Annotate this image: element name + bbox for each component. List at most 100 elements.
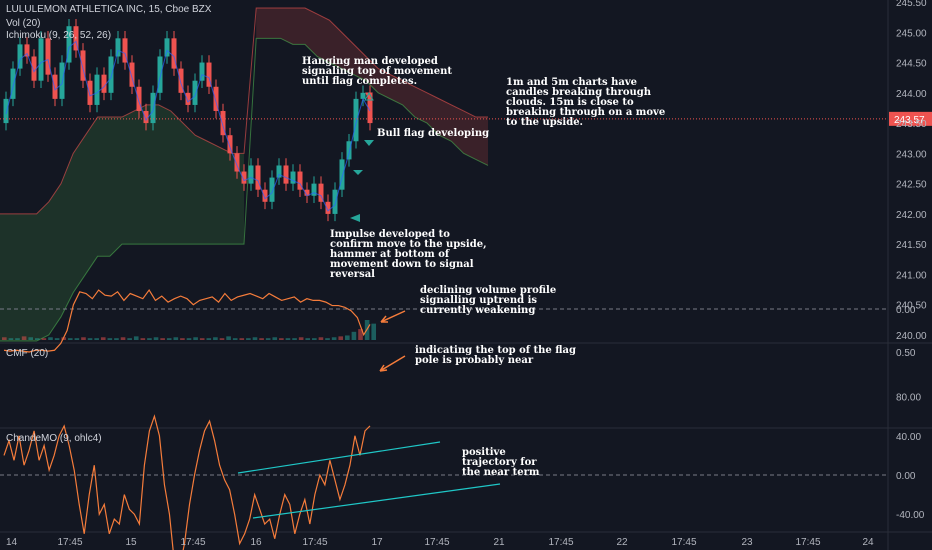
volume-bar <box>28 337 34 340</box>
volume-bar <box>232 338 238 340</box>
candle-body <box>59 62 65 99</box>
candle-body <box>297 171 303 190</box>
candle-body <box>24 44 30 57</box>
volume-bar <box>8 338 14 340</box>
cmo-series-line <box>3 414 371 550</box>
candle-body <box>304 189 310 196</box>
volume-bar <box>213 337 218 340</box>
cmf-tick-label: 0.00 <box>896 305 916 316</box>
cmf-tick-label: 0.50 <box>896 348 916 359</box>
candle-body <box>52 74 58 99</box>
hammer-marker <box>350 214 360 222</box>
volume-bar <box>34 338 40 340</box>
volume-bar <box>239 338 245 340</box>
price-tick-label: 244.00 <box>896 89 927 100</box>
volume-bar <box>193 337 198 340</box>
cmf-legend: CMF (20) <box>6 348 49 359</box>
candle-body <box>206 62 212 87</box>
cmo-tick-label: 80.00 <box>896 393 921 404</box>
volume-bar <box>219 338 225 340</box>
price-tick-label: 241.00 <box>896 270 927 281</box>
candle-body <box>318 183 324 202</box>
candle-body <box>143 110 149 124</box>
candle-body <box>94 74 100 105</box>
candle-body <box>80 50 86 81</box>
volume-bar <box>358 329 363 340</box>
candle-body <box>311 183 317 196</box>
impulse-marker <box>353 170 363 175</box>
volume-bar <box>279 338 284 340</box>
candle-body <box>276 165 282 178</box>
chande-legend: ChandeMO (9, ohlc4) <box>6 433 102 444</box>
volume-bar <box>140 338 146 340</box>
time-tick-label: 21 <box>493 537 505 548</box>
candle-body <box>101 74 107 93</box>
volume-bar <box>252 337 258 340</box>
price-tick-label: 245.50 <box>896 0 927 9</box>
candle-body <box>87 80 93 105</box>
ichimoku-span-b <box>0 7 488 215</box>
candle-body <box>269 177 275 202</box>
price-tick-label: 244.50 <box>896 59 927 70</box>
candle-body <box>122 38 128 63</box>
volume-bar <box>180 338 185 340</box>
time-tick-label: 17:45 <box>302 537 327 548</box>
candle-body <box>108 56 114 93</box>
cmo-note: positive trajectory for the near term <box>462 447 540 478</box>
candle-body <box>262 189 268 202</box>
volume-bar <box>173 337 179 340</box>
price-tick-label: 241.50 <box>896 240 927 251</box>
volume-bar <box>292 338 297 340</box>
volume-bar <box>259 338 264 340</box>
volume-bar <box>2 337 7 340</box>
ichimoku-span-a <box>0 37 489 342</box>
volume-bar <box>331 337 337 340</box>
volume-bar <box>87 338 93 340</box>
time-tick-label: 17:45 <box>671 537 696 548</box>
candle-body <box>185 92 191 105</box>
price-tick-label: 242.50 <box>896 180 927 191</box>
cmf-note-arrow <box>379 355 406 372</box>
price-tick-label: 240.00 <box>896 331 927 342</box>
volume-bar <box>305 338 311 340</box>
volume-bar <box>81 337 86 340</box>
candle-body <box>192 80 198 105</box>
candle-body <box>66 26 72 63</box>
volume-bar <box>226 336 231 340</box>
bull-flag-marker <box>364 140 374 146</box>
candle-body <box>234 153 240 172</box>
candle-body <box>164 38 170 57</box>
ichimoku-legend: Ichimoku (9, 26, 52, 26) <box>6 30 112 41</box>
volume-bar <box>265 338 271 340</box>
volume-bar <box>351 331 357 340</box>
time-tick-label: 16 <box>250 537 262 548</box>
candle-body <box>332 189 338 214</box>
volume-bar <box>41 338 47 340</box>
candle-body <box>115 38 121 57</box>
candle-body <box>129 62 135 87</box>
volume-bar <box>186 338 192 340</box>
volume-bar <box>325 338 330 340</box>
candle-body <box>199 62 205 81</box>
price-tick-label: 243.00 <box>896 149 927 160</box>
candle-body <box>360 92 366 99</box>
volume-bar <box>312 338 317 340</box>
volume-bar <box>160 338 165 340</box>
candle-body <box>283 165 289 184</box>
candle-body <box>10 68 16 99</box>
symbol-legend: LULULEMON ATHLETICA INC, 15, Cboe BZX <box>6 4 212 15</box>
time-tick-label: 22 <box>616 537 628 548</box>
candle-body <box>241 171 247 184</box>
volume-bar <box>345 335 350 340</box>
candle-body <box>367 92 373 124</box>
time-tick-label: 17:45 <box>57 537 82 548</box>
volume-bar <box>133 336 139 340</box>
volume-bar <box>67 338 73 340</box>
volume-bar <box>206 338 212 340</box>
candle-body <box>150 92 156 124</box>
volume-bar <box>120 337 126 340</box>
candle-body <box>220 110 226 136</box>
candle-body <box>45 38 51 75</box>
hanging-man-note: Hanging man developed signaling top of m… <box>302 56 452 87</box>
